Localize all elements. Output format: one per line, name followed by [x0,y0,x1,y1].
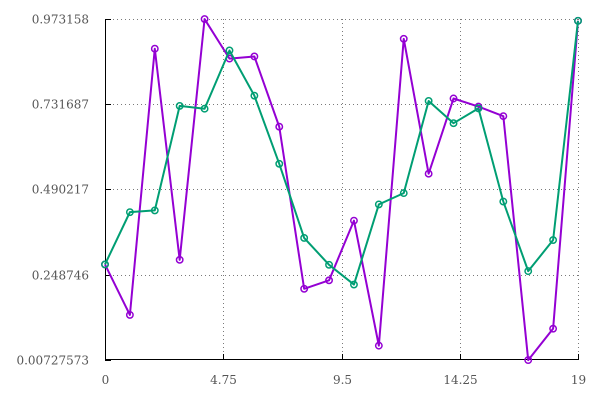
data-point [275,122,284,131]
ticks: 0.00727573 0.248746 0.490217 0.731687 0.9731… [16,13,586,388]
data-point [424,97,433,105]
y-tick-label: 0.00727573 [16,354,89,368]
y-tick-label: 0.490217 [32,183,89,197]
grid [105,19,579,360]
data-point [399,189,408,198]
x-tick-label: 14.25 [443,373,477,387]
data-point [499,112,508,121]
data-point [325,276,333,285]
data-point [225,46,234,55]
data-point [424,169,433,178]
y-tick-label: 0.973158 [32,13,89,27]
data-point [449,94,458,103]
data-point [150,206,159,215]
series-line [104,20,579,286]
x-tick-label: 4.75 [210,373,237,387]
data-point [549,236,558,245]
data-point [524,356,533,365]
series-line [104,18,579,362]
data-point [275,159,284,168]
data-point [399,34,408,43]
data-point [250,52,259,61]
data-point [300,233,309,242]
data-point [125,310,134,319]
y-tick-label: 0.248746 [32,269,89,283]
data-point [325,260,333,269]
data-point [374,341,383,350]
data-point [350,216,358,225]
data-point [200,104,209,113]
data-point [101,260,109,269]
data-point [175,101,184,110]
x-tick-label: 9.5 [333,373,352,387]
data-point [449,119,458,128]
data-point [549,324,558,333]
data-point [499,197,508,206]
data-point [524,267,533,276]
data-point [175,255,184,264]
data-point [250,91,259,100]
data-point [374,200,383,209]
data-point [300,284,309,293]
series [101,15,582,365]
series-2 [101,16,582,289]
x-tick-label: 0 [102,373,110,387]
y-tick-label: 0.731687 [32,98,89,112]
data-point [474,104,483,113]
data-point [350,280,358,289]
series-1 [101,15,582,365]
data-point [150,44,159,53]
data-point [574,16,582,25]
data-point [200,15,209,24]
x-tick-label: 19 [571,373,586,387]
data-point [125,208,134,217]
